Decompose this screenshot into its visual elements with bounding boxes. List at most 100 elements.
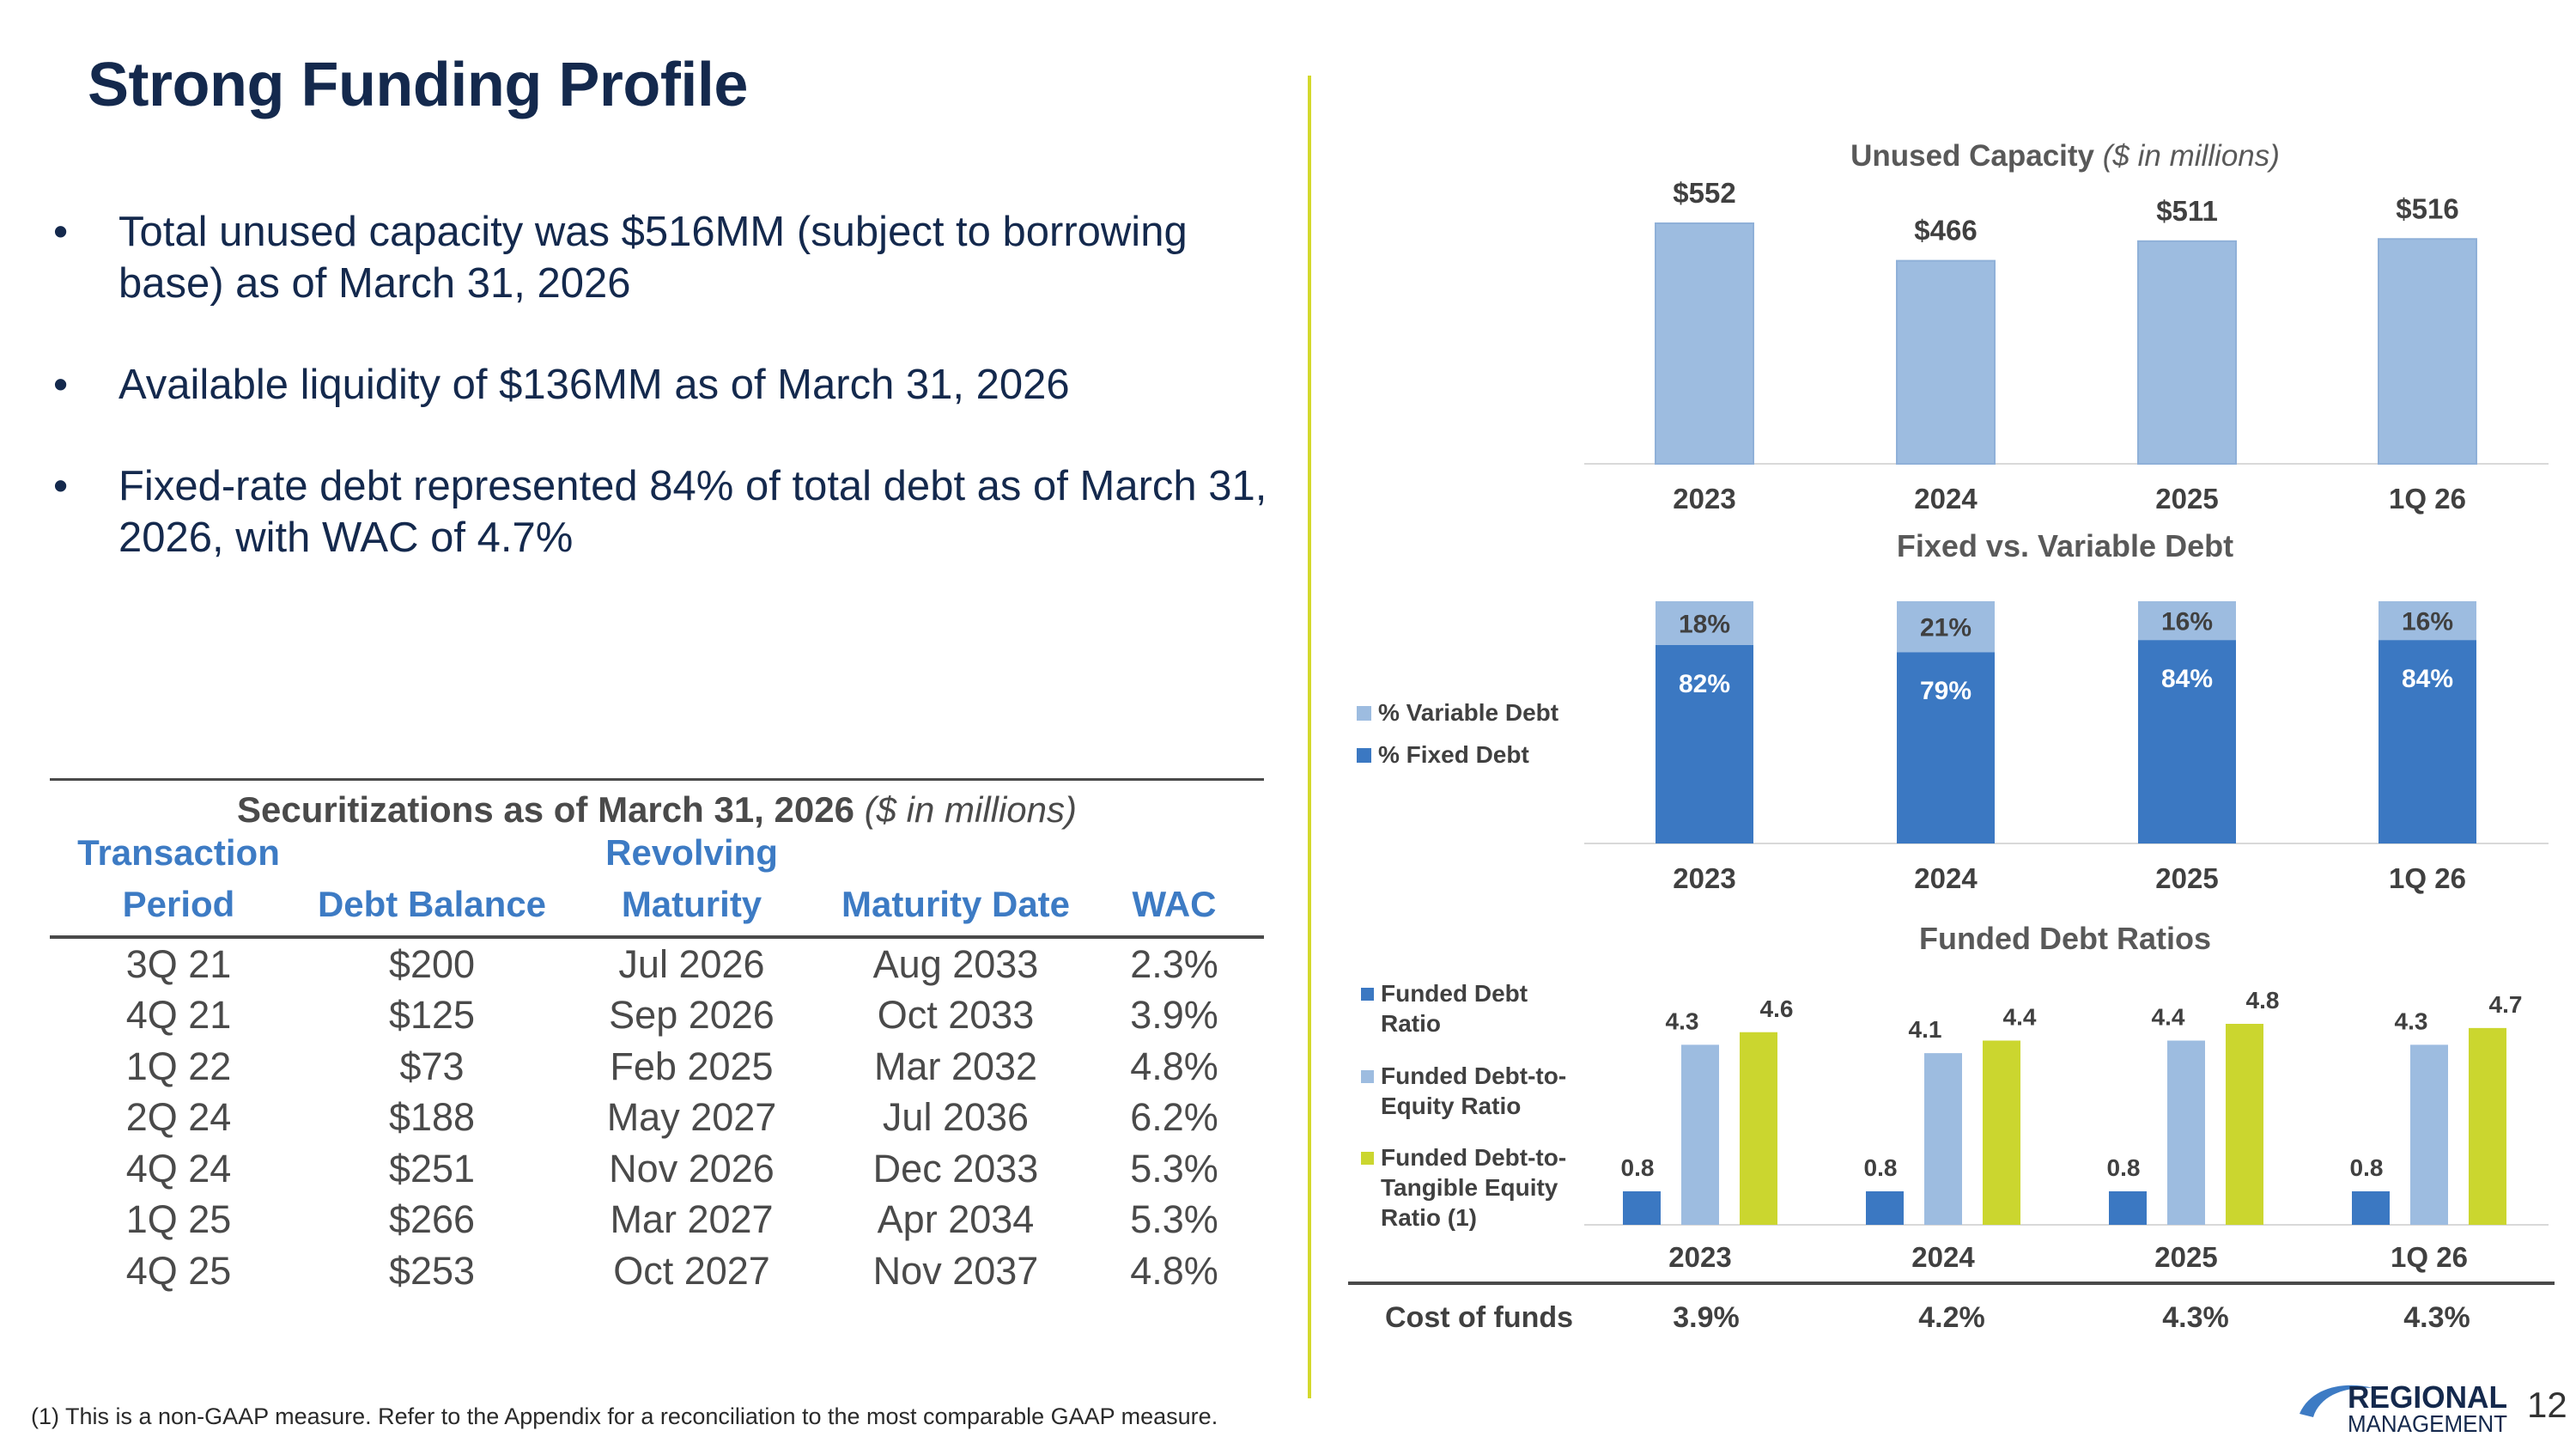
header-transaction-period: Transaction Period xyxy=(50,827,307,930)
table-cell: $200 xyxy=(388,941,476,986)
data-label: 16% xyxy=(2402,608,2453,636)
header-wac: WAC xyxy=(1084,879,1264,930)
bar xyxy=(1924,1053,1962,1225)
table-rule xyxy=(50,935,1264,939)
table-row: 4Q 25 $253 Oct 2027 Nov 2037 4.8% xyxy=(50,1245,1264,1297)
data-label: 4.3 xyxy=(1666,1008,1699,1034)
chart-title: Fixed vs. Variable Debt xyxy=(1897,528,2233,563)
table-cell: 4Q 24 xyxy=(125,1146,232,1190)
table-cell: $253 xyxy=(388,1248,476,1293)
data-label: $516 xyxy=(2396,192,2458,224)
table-cell: 2Q 24 xyxy=(125,1095,232,1140)
legend-label: % Variable Debt xyxy=(1378,699,1558,726)
table-row: 4Q 21 $125 Sep 2026 Oct 2033 3.9% xyxy=(50,990,1264,1042)
x-tick-label: 2023 xyxy=(1673,483,1735,514)
legend-label: Funded Debt Ratio xyxy=(1381,980,1528,1037)
legend-label-line: Funded Debt-to- xyxy=(1381,1144,1566,1171)
table-cell: Dec 2033 xyxy=(872,1146,1039,1190)
data-label: 82% xyxy=(1679,670,1730,698)
x-tick-label: 2025 xyxy=(2154,1241,2217,1273)
table-header: Transaction Period Debt Balance Revolvin… xyxy=(50,831,1264,935)
table-cell: 3.9% xyxy=(1130,993,1218,1038)
table-cell: Mar 2032 xyxy=(873,1044,1038,1088)
bar xyxy=(1681,1044,1719,1225)
bullet-text: Total unused capacity was $516MM (subjec… xyxy=(118,209,1188,307)
chart-title-units: ($ in millions) xyxy=(2103,139,2280,173)
bar xyxy=(2469,1027,2506,1225)
table-cell: 6.2% xyxy=(1130,1095,1218,1140)
data-label: 4.8 xyxy=(2246,987,2280,1014)
data-label: 4.3 xyxy=(2395,1008,2428,1034)
legend-label-line: Equity Ratio xyxy=(1381,1093,1521,1119)
header-line: Maturity Date xyxy=(841,884,1071,924)
table-row: 1Q 25 $266 Mar 2027 Apr 2034 5.3% xyxy=(50,1195,1264,1246)
table-cell: Jul 2036 xyxy=(882,1095,1030,1140)
legend-swatch xyxy=(1361,988,1374,1001)
bar xyxy=(2137,240,2237,465)
header-line: Revolving xyxy=(605,832,778,873)
data-label: $511 xyxy=(2156,195,2218,227)
data-label: 4.6 xyxy=(1760,995,1794,1022)
table-rule xyxy=(50,778,1264,781)
bar xyxy=(1655,222,1754,465)
table-cell: $251 xyxy=(388,1146,476,1190)
x-tick-label: 2024 xyxy=(1911,1241,1975,1273)
bar xyxy=(2226,1024,2263,1225)
table-caption-text: Securitizations as of March 31, 2026 xyxy=(236,789,854,830)
data-label: 0.8 xyxy=(1864,1154,1898,1181)
data-label: 84% xyxy=(2161,665,2213,693)
cost-of-funds-value: 4.3% xyxy=(2403,1301,2470,1334)
table-cell: $188 xyxy=(388,1095,476,1140)
cost-of-funds-value: 4.2% xyxy=(1918,1301,1985,1334)
x-tick-label: 2025 xyxy=(2155,862,2218,894)
logo-line1: REGIONAL xyxy=(2348,1379,2507,1415)
securitizations-table: Securitizations as of March 31, 2026 ($ … xyxy=(50,778,1264,1297)
divider-line xyxy=(1308,76,1311,1398)
table-row: 4Q 24 $251 Nov 2026 Dec 2033 5.3% xyxy=(50,1143,1264,1195)
bar xyxy=(1866,1191,1904,1225)
table-cell: Oct 2033 xyxy=(877,993,1035,1038)
data-label: 0.8 xyxy=(2350,1154,2384,1181)
data-label: 16% xyxy=(2161,608,2213,636)
table-cell: Nov 2026 xyxy=(609,1146,775,1190)
cost-of-funds-value: 3.9% xyxy=(1673,1301,1740,1334)
x-tick-label: 2025 xyxy=(2155,483,2218,514)
table-cell: Feb 2025 xyxy=(610,1044,774,1088)
table-body: 3Q 21 $200 Jul 2026 Aug 2033 2.3% 4Q 21 $125 Se… xyxy=(50,939,1264,1297)
company-logo: REGIONAL MANAGEMENT xyxy=(2294,1379,2518,1439)
data-label: 4.4 xyxy=(2003,1004,2037,1031)
data-label: $466 xyxy=(1914,215,1977,247)
table-cell: 4.8% xyxy=(1130,1248,1218,1293)
bar xyxy=(2410,1044,2448,1225)
header-line: Transaction xyxy=(77,832,280,873)
header-debt-balance: Debt Balance xyxy=(307,879,556,930)
bar xyxy=(2167,1040,2205,1225)
bar xyxy=(1623,1191,1661,1225)
bar-variable xyxy=(1656,601,1753,645)
bullet-text: Available liquidity of $136MM as of Marc… xyxy=(118,362,1070,408)
page-number: 12 xyxy=(2527,1385,2567,1425)
table-cell: Mar 2027 xyxy=(610,1197,774,1242)
x-tick-label: 2024 xyxy=(1914,483,1978,514)
header-revolving-maturity: Revolving Maturity xyxy=(556,827,827,930)
logo-line2: MANAGEMENT xyxy=(2348,1410,2507,1434)
table-row: 3Q 21 $200 Jul 2026 Aug 2033 2.3% xyxy=(50,939,1264,990)
bullet-item: • Available liquidity of $136MM as of Ma… xyxy=(53,359,1273,411)
bullet-dot-icon: • xyxy=(53,463,69,509)
table-cell: 3Q 21 xyxy=(125,941,232,986)
data-label: 4.7 xyxy=(2489,991,2523,1018)
table-cell: $266 xyxy=(388,1197,476,1242)
legend-label: Funded Debt-to- Tangible Equity Ratio (1) xyxy=(1381,1144,1566,1231)
table-cell: Nov 2037 xyxy=(872,1248,1039,1293)
bar xyxy=(2352,1191,2390,1225)
logo-swoosh-icon xyxy=(2300,1385,2373,1417)
table-caption: Securitizations as of March 31, 2026 ($ … xyxy=(50,789,1264,831)
x-tick-label: 2023 xyxy=(1673,862,1735,894)
data-label: 0.8 xyxy=(1621,1154,1655,1181)
table-cell: 1Q 25 xyxy=(125,1197,232,1242)
table-cell: Apr 2034 xyxy=(877,1197,1035,1242)
legend-swatch xyxy=(1357,706,1371,721)
bullet-dot-icon: • xyxy=(53,209,69,255)
x-tick-label: 1Q 26 xyxy=(2389,483,2466,514)
